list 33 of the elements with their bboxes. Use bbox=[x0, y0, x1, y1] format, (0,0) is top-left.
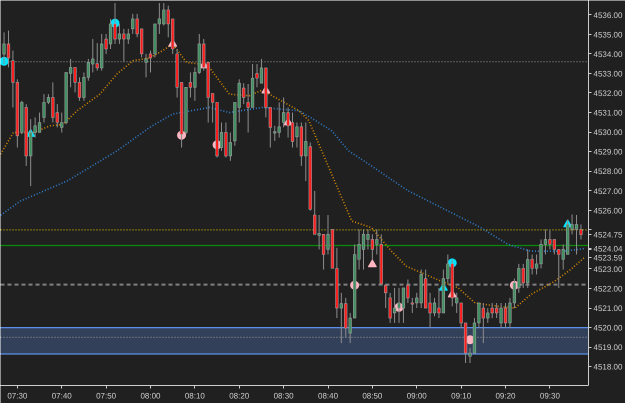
y-tick-label: 4530.00 bbox=[594, 128, 623, 138]
x-tick-label: 09:30 bbox=[540, 392, 560, 400]
y-tick-label: 4536.00 bbox=[594, 10, 623, 20]
x-tick-label: 08:50 bbox=[362, 392, 383, 400]
y-tick-label: 4531.00 bbox=[594, 108, 623, 118]
x-tick-label: 08:00 bbox=[140, 392, 162, 400]
y-tick-label: 4524.75 bbox=[594, 230, 623, 240]
y-tick-label: 4518.00 bbox=[594, 362, 623, 372]
y-tick-label: 4520.00 bbox=[594, 324, 623, 333]
y-tick-label: 4527.00 bbox=[594, 186, 623, 196]
y-tick-label: 4526.00 bbox=[594, 206, 623, 216]
x-tick-label: 07:40 bbox=[52, 392, 72, 400]
y-tick-label: 4522.00 bbox=[594, 284, 623, 294]
x-tick-label: 08:30 bbox=[274, 392, 294, 400]
y-tick-label: 4521.00 bbox=[594, 304, 623, 314]
y-tick-label: 4519.00 bbox=[594, 343, 623, 352]
x-tick-label: 08:40 bbox=[318, 392, 339, 400]
y-tick-label: 4535.00 bbox=[594, 30, 623, 40]
y-tick-label: 4533.00 bbox=[594, 69, 623, 78]
x-tick-label: 08:10 bbox=[184, 392, 206, 400]
x-tick-label: 09:10 bbox=[451, 392, 472, 400]
y-tick-label: 4523.00 bbox=[594, 264, 623, 274]
x-tick-label: 08:20 bbox=[229, 392, 250, 400]
y-tick-label: 4532.00 bbox=[594, 88, 623, 98]
y-tick-label: 4523.59 bbox=[594, 253, 623, 262]
y-tick-label: 4524.04 bbox=[594, 244, 623, 254]
x-tick-label: 09:00 bbox=[406, 392, 428, 400]
y-tick-label: 4528.00 bbox=[594, 167, 623, 176]
x-tick-label: 09:20 bbox=[495, 392, 516, 400]
y-tick-label: 4534.00 bbox=[594, 50, 623, 59]
x-tick-label: 07:50 bbox=[96, 392, 117, 400]
x-tick-label: 07:30 bbox=[7, 392, 28, 400]
y-tick-label: 4529.00 bbox=[594, 148, 623, 157]
